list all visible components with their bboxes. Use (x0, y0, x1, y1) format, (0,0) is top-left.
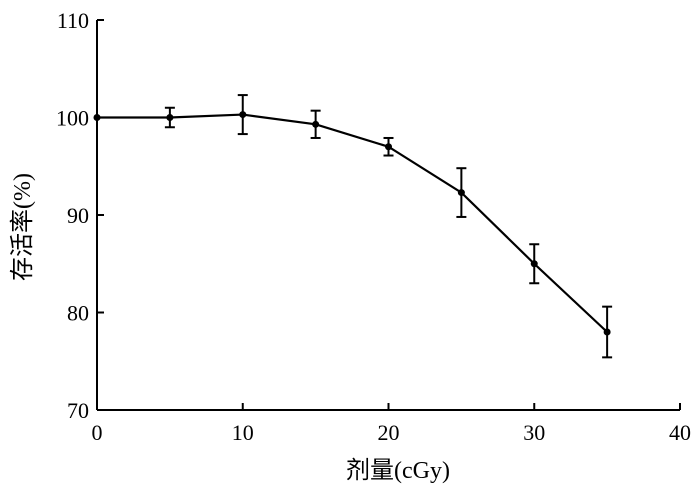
data-point (239, 111, 247, 119)
y-tick-label: 90 (67, 203, 89, 228)
y-axis-label: 存活率(%) (9, 173, 36, 281)
data-point (457, 189, 465, 197)
series (93, 94, 613, 359)
data-point (166, 114, 174, 121)
y-tick-label: 80 (67, 301, 89, 326)
axes (96, 20, 680, 411)
series-line (97, 113, 608, 333)
y-tick-label: 70 (67, 398, 89, 423)
x-tick-label: 20 (378, 420, 400, 445)
x-tick-label: 10 (232, 420, 254, 445)
x-tick-label: 30 (523, 420, 545, 445)
y-tick-label: 110 (57, 8, 89, 33)
data-point (385, 143, 392, 151)
x-tick-label: 0 (92, 420, 103, 445)
data-point (312, 120, 320, 128)
data-point (530, 260, 538, 268)
y-tick-label: 100 (56, 106, 89, 131)
data-point (93, 114, 101, 121)
x-axis-label: 剂量(cGy) (346, 457, 450, 484)
data-point (603, 328, 611, 336)
ticks: 0 10 20 30 40 70 80 90 100 110 (56, 8, 691, 445)
x-tick-label: 40 (669, 420, 691, 445)
